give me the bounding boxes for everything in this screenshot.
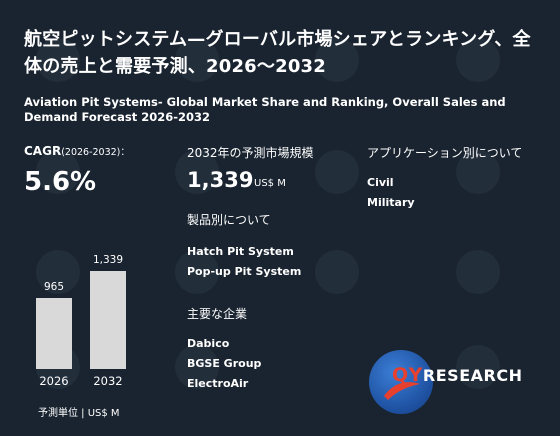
company-item: BGSE Group <box>187 357 262 370</box>
watermark-icon <box>175 150 219 194</box>
watermark-icon <box>175 38 219 82</box>
company-item: ElectroAir <box>187 377 249 390</box>
watermark-icon <box>36 150 80 194</box>
companies-heading: 主要な企業 <box>187 307 248 321</box>
logo-text-rest: RESEARCH <box>422 366 523 385</box>
chart-unit-label: 予測単位 | US$ M <box>38 408 120 419</box>
watermark-icon <box>315 250 359 294</box>
cagr-label-text: CAGR <box>24 144 62 158</box>
application-item: Civil <box>367 176 394 189</box>
watermark-icon <box>456 150 500 194</box>
watermark-icon <box>175 250 219 294</box>
market-size-heading: 2032年の予測市場規模 <box>187 146 314 160</box>
watermark-icon <box>315 150 359 194</box>
cagr-label: CAGR(2026-2032)： <box>24 144 130 158</box>
report-title-en: Aviation Pit Systems- Global Market Shar… <box>24 95 506 124</box>
applications-heading: アプリケーション別について <box>367 146 523 160</box>
company-item: Dabico <box>187 337 230 350</box>
report-title-jp: 航空ピットシステム—グローバル市場シェアとランキング、全体の売上と需要予測、20… <box>24 29 531 77</box>
qyresearch-logo <box>369 350 433 414</box>
watermark-icon <box>456 345 500 389</box>
market-size-unit: US$ M <box>254 178 286 189</box>
globe-swoosh-icon <box>384 382 420 400</box>
watermark-icon <box>36 38 80 82</box>
watermark-icon <box>456 250 500 294</box>
application-item: Military <box>367 196 415 209</box>
watermark-icon <box>36 250 80 294</box>
cagr-value: 5.6% <box>24 167 97 197</box>
logo-text: QYRESEARCH <box>392 364 522 386</box>
watermark-icon <box>175 345 219 389</box>
cagr-period: (2026-2032)： <box>61 147 130 158</box>
chart-bar-2032 <box>90 271 126 369</box>
chart-value-label: 1,339 <box>92 254 124 266</box>
chart-category-label: 2032 <box>93 374 123 388</box>
logo-text-q: QY <box>392 364 423 386</box>
products-heading: 製品別について <box>187 213 271 227</box>
market-size-value: 1,339 <box>187 168 254 192</box>
chart-bar-2026 <box>36 298 72 369</box>
product-item: Hatch Pit System <box>187 245 294 258</box>
watermark-icon <box>456 38 500 82</box>
chart-category-label: 2026 <box>39 374 69 388</box>
product-item: Pop-up Pit System <box>187 265 302 278</box>
watermark-icon <box>315 38 359 82</box>
chart-value-label: 965 <box>43 281 65 293</box>
